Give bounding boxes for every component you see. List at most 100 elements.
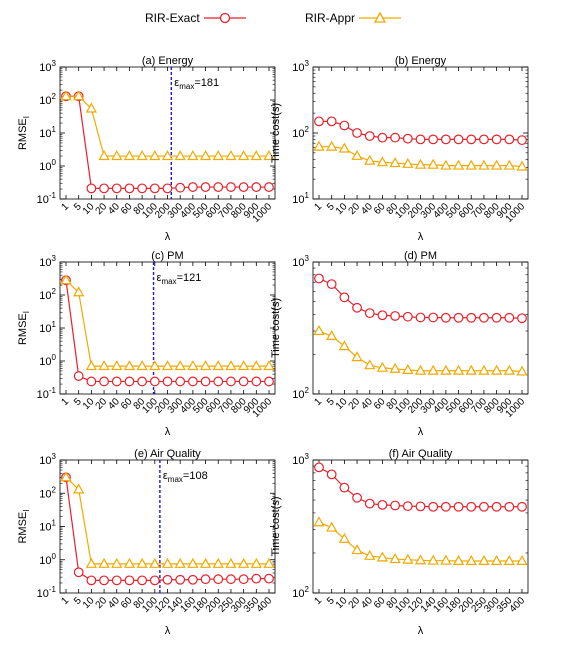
data-point (326, 469, 337, 480)
x-axis-label: λ (418, 231, 424, 243)
data-point (491, 501, 502, 512)
data-point (149, 575, 160, 586)
data-point (225, 360, 237, 371)
data-point (99, 183, 109, 194)
data-point (238, 182, 249, 192)
legend-label: RIR-Exact (145, 11, 200, 25)
data-point (326, 329, 338, 341)
x-tick-label: 1 (312, 201, 324, 213)
data-point (137, 183, 148, 194)
data-point (491, 159, 503, 170)
data-point (466, 134, 477, 145)
data-point (326, 521, 338, 532)
data-point (123, 360, 136, 371)
data-point (175, 376, 186, 387)
data-point (478, 159, 490, 170)
data-point (149, 557, 161, 568)
data-point (352, 492, 362, 503)
data-point (149, 183, 160, 194)
y-tick-label: 102 (292, 585, 309, 600)
data-point (73, 286, 85, 297)
data-point (226, 376, 236, 387)
data-point (124, 376, 135, 387)
data-point (60, 90, 72, 101)
data-point (161, 150, 174, 161)
y-axis-label: Time cost(s) (270, 496, 282, 556)
data-point (250, 557, 262, 568)
data-point (238, 150, 250, 161)
x-tick-label: 1 (312, 595, 324, 607)
data-point (453, 312, 464, 323)
y-axis-label: RMSEI (17, 509, 31, 543)
data-point (162, 183, 173, 194)
data-point (174, 557, 186, 568)
data-point (187, 150, 199, 161)
data-point (85, 360, 97, 371)
data-point (212, 360, 224, 371)
data-point (504, 134, 515, 145)
series-line (318, 466, 522, 508)
data-point (402, 363, 414, 374)
data-point (98, 150, 110, 161)
data-point (187, 557, 199, 568)
x-axis-label: λ (165, 426, 171, 438)
data-point (516, 365, 528, 376)
data-point (250, 360, 262, 371)
data-point (162, 376, 173, 387)
series-line (65, 476, 269, 565)
data-point (226, 574, 236, 585)
legend-label: RIR-Appr (305, 11, 356, 25)
data-point (86, 183, 97, 194)
data-point (263, 557, 275, 568)
series-line (65, 279, 269, 367)
data-point (491, 364, 503, 375)
legend-item-rir-appr[interactable]: RIR-Appr (305, 8, 405, 28)
y-tick-label: 103 (292, 59, 309, 74)
data-point (504, 501, 515, 512)
data-point (389, 362, 401, 373)
data-point (364, 549, 376, 560)
data-point (60, 274, 72, 285)
legend-item-rir-exact[interactable]: RIR-Exact (145, 8, 250, 28)
data-point (389, 553, 401, 564)
data-point (175, 182, 186, 193)
data-point (326, 279, 337, 290)
y-axis-label: RMSEI (17, 116, 31, 150)
data-point (251, 182, 262, 192)
data-point (314, 462, 324, 473)
data-point (414, 554, 427, 565)
x-tick-label: 1 (59, 396, 71, 408)
data-point (453, 501, 464, 512)
data-point (124, 183, 135, 194)
data-point (479, 501, 489, 512)
data-point (440, 134, 451, 145)
data-point (174, 150, 186, 161)
data-point (415, 501, 426, 512)
data-point (161, 360, 174, 371)
data-point (364, 359, 376, 370)
data-point (73, 567, 84, 578)
data-point (85, 557, 97, 568)
data-point (263, 150, 275, 161)
x-axis-label: λ (165, 231, 171, 243)
data-point (440, 364, 452, 375)
data-point (364, 498, 375, 509)
chart-title: (d) PM (404, 250, 437, 262)
data-point (238, 557, 250, 568)
y-tick-label: 103 (39, 254, 56, 269)
y-tick-label: 103 (39, 59, 56, 74)
data-point (212, 150, 224, 161)
data-point (225, 557, 237, 568)
y-tick-label: 102 (39, 92, 56, 107)
data-point (99, 376, 109, 387)
data-point (251, 376, 262, 387)
y-tick-label: 10-1 (37, 386, 57, 401)
data-point (86, 376, 97, 387)
x-tick-label: 1 (59, 595, 71, 607)
data-point (149, 376, 160, 387)
